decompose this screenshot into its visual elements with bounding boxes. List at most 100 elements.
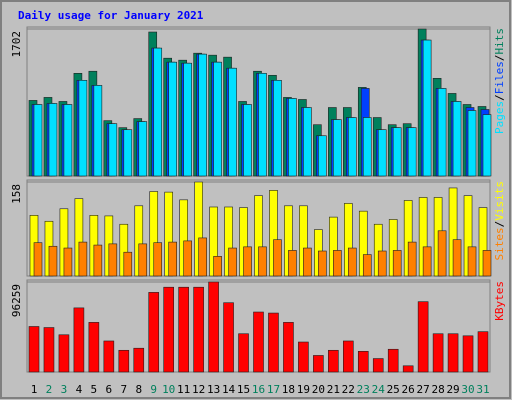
legend-entry: Files — [493, 61, 506, 94]
bar — [362, 117, 372, 177]
x-tick-label: 5 — [91, 383, 98, 396]
x-tick-label: 18 — [282, 383, 295, 396]
bar — [437, 230, 447, 277]
bar — [93, 85, 103, 177]
bar — [133, 347, 145, 373]
legend: KBytes — [493, 281, 506, 321]
bar — [258, 246, 267, 277]
x-tick-label: 19 — [297, 383, 310, 396]
bar — [407, 241, 417, 277]
bar — [63, 247, 73, 277]
bar — [303, 247, 312, 277]
bar — [183, 240, 192, 277]
bar — [462, 335, 474, 373]
x-tick-label: 1 — [31, 383, 38, 396]
bar — [362, 254, 372, 277]
x-tick-label: 10 — [162, 383, 175, 396]
legend-entry: Pages — [493, 101, 506, 134]
legend-entry: Visits — [493, 181, 506, 221]
bar — [213, 256, 222, 277]
bar — [372, 358, 384, 373]
bar — [347, 117, 357, 177]
x-tick-label: 6 — [106, 383, 113, 396]
bar — [138, 243, 148, 277]
legend-entry: Sites — [493, 227, 506, 260]
bar — [298, 341, 309, 373]
legend: Pages/Files/Hits — [493, 28, 506, 134]
bar — [328, 349, 339, 373]
x-tick-label: 20 — [312, 383, 325, 396]
bar — [163, 286, 174, 373]
bar — [228, 247, 237, 277]
bar — [78, 241, 88, 277]
bar — [168, 61, 177, 177]
bar — [447, 333, 459, 373]
bar — [402, 365, 414, 373]
bar — [48, 245, 58, 277]
bar — [193, 286, 204, 373]
bar — [377, 250, 387, 277]
bar — [63, 104, 73, 177]
x-tick-label: 11 — [177, 383, 190, 396]
bar — [238, 333, 249, 373]
bar — [28, 326, 40, 373]
bar — [482, 114, 492, 177]
x-tick-label: 2 — [46, 383, 53, 396]
bar — [168, 241, 177, 277]
bar — [33, 242, 43, 277]
x-tick-label: 30 — [461, 383, 474, 396]
bar — [318, 135, 327, 177]
bar — [268, 312, 279, 373]
x-tick-label: 28 — [431, 383, 444, 396]
bar — [333, 119, 342, 177]
bar — [43, 327, 55, 373]
bar — [58, 334, 70, 373]
x-tick-label: 25 — [387, 383, 400, 396]
chart-title: Daily usage for January 2021 — [18, 9, 204, 22]
legend-entry: Hits — [493, 28, 506, 55]
bar — [243, 104, 252, 177]
bar — [223, 302, 234, 373]
bar — [243, 246, 252, 277]
bar — [198, 53, 207, 177]
bar — [482, 250, 492, 277]
bar — [153, 47, 163, 177]
bar — [392, 127, 402, 177]
bar — [73, 307, 85, 373]
legend-separator: / — [493, 221, 506, 228]
bar — [422, 246, 432, 277]
bar — [357, 351, 369, 373]
bar — [288, 250, 297, 277]
bar — [148, 292, 160, 373]
bar — [452, 239, 462, 277]
bar — [213, 61, 222, 177]
legend-separator: / — [493, 94, 506, 101]
bar — [303, 107, 312, 177]
bar — [283, 322, 294, 373]
bar — [108, 123, 118, 177]
bar — [377, 129, 387, 177]
x-tick-label: 21 — [327, 383, 340, 396]
x-tick-label: 23 — [357, 383, 370, 396]
bar — [318, 250, 327, 277]
legend: Sites/Visits — [493, 181, 506, 261]
bar — [467, 246, 477, 277]
bar — [347, 247, 357, 277]
x-tick-label: 9 — [150, 383, 157, 396]
bar — [198, 237, 207, 277]
x-tick-label: 29 — [446, 383, 459, 396]
bar — [78, 80, 88, 177]
x-tick-label: 26 — [402, 383, 415, 396]
y-tick-label: 96259 — [10, 284, 23, 317]
x-tick-label: 16 — [252, 383, 265, 396]
bar — [437, 88, 447, 177]
bar — [178, 286, 189, 373]
x-tick-label: 8 — [135, 383, 142, 396]
bar — [153, 242, 163, 277]
bar — [208, 281, 219, 373]
bar — [333, 250, 342, 277]
bar — [88, 322, 100, 373]
x-tick-label: 13 — [207, 383, 220, 396]
bar — [108, 243, 118, 277]
